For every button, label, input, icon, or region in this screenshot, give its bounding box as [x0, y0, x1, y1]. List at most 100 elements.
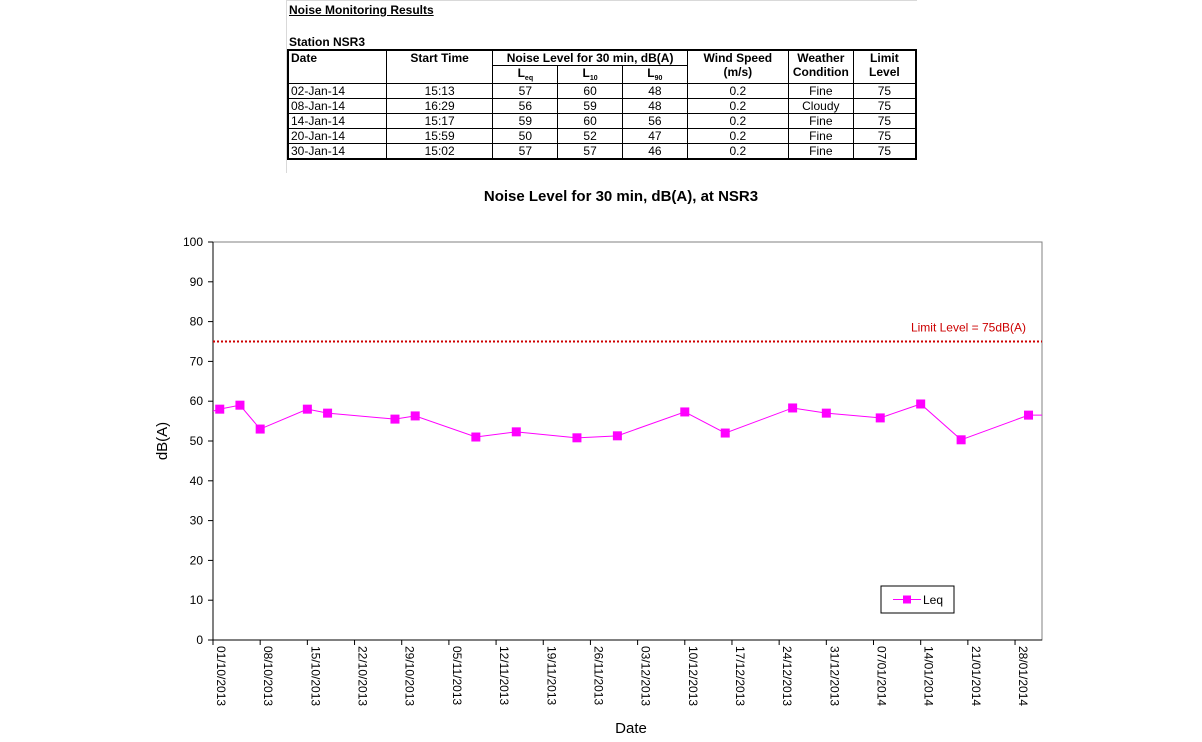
header-l90-sub: 90 [654, 75, 663, 82]
data-point [821, 408, 831, 418]
y-tick-label: 80 [190, 315, 204, 329]
cell-l90: 56 [621, 113, 688, 129]
y-tick-label: 30 [190, 514, 204, 528]
x-tick-label: 29/10/2013 [403, 646, 417, 706]
header-l10-sub: 10 [589, 75, 598, 82]
cell-wind: 0.2 [686, 83, 789, 99]
data-point [720, 428, 730, 438]
cell-l10: 60 [557, 83, 623, 99]
x-tick-label: 10/12/2013 [686, 646, 700, 706]
x-tick-label: 12/11/2013 [497, 646, 511, 705]
x-tick-label: 01/10/2013 [214, 646, 228, 706]
y-tick-label: 0 [196, 633, 203, 647]
x-tick-label: 17/12/2013 [733, 646, 747, 706]
legend-label: Leq [923, 593, 943, 607]
data-point [956, 435, 966, 445]
data-point [390, 414, 400, 424]
y-tick-label: 90 [190, 275, 204, 289]
y-tick-label: 40 [190, 474, 204, 488]
x-tick-label: 19/11/2013 [544, 646, 558, 705]
x-tick-label: 03/12/2013 [639, 646, 653, 706]
cell-limit: 75 [852, 143, 917, 160]
header-limit: Limit Level [852, 49, 917, 84]
cell-l90: 47 [621, 128, 688, 144]
y-axis-title: dB(A) [154, 422, 171, 460]
cell-wind: 0.2 [686, 113, 789, 129]
cell-leq: 57 [492, 143, 559, 160]
header-wind-speed-label: Wind Speed [703, 51, 773, 65]
cell-limit: 75 [852, 83, 917, 99]
x-tick-label: 26/11/2013 [591, 646, 605, 705]
cell-weather: Cloudy [787, 98, 854, 114]
results-table: Date Start Time Noise Level for 30 min, … [287, 49, 917, 160]
x-tick-label: 14/01/2014 [922, 646, 936, 706]
header-weather-label2: Condition [792, 65, 849, 79]
x-tick-label: 24/12/2013 [780, 646, 794, 706]
station-label: Station NSR3 [289, 35, 366, 49]
y-tick-label: 70 [190, 354, 204, 368]
data-point [680, 407, 690, 417]
cell-limit: 75 [852, 128, 917, 144]
table-row: 30-Jan-14 15:02 57 57 46 0.2 Fine 75 [287, 143, 917, 160]
header-leq-label: L [517, 66, 525, 80]
cell-time: 15:13 [385, 83, 494, 99]
y-tick-label: 50 [190, 434, 204, 448]
cell-date: 20-Jan-14 [287, 128, 387, 144]
header-weather-label: Weather [797, 51, 845, 65]
cell-wind: 0.2 [686, 143, 789, 160]
x-tick-label: 07/01/2014 [875, 646, 889, 706]
data-point [215, 404, 225, 414]
header-wind-speed-unit: (m/s) [723, 65, 753, 79]
cell-l10: 60 [557, 113, 623, 129]
cell-date: 30-Jan-14 [287, 143, 387, 160]
results-sheet: Noise Monitoring Results Station NSR3 Da… [286, 0, 917, 173]
data-point [323, 408, 333, 418]
limit-line-label: Limit Level = 75dB(A) [911, 321, 1026, 335]
y-tick-label: 60 [190, 394, 204, 408]
cell-weather: Fine [787, 113, 854, 129]
x-tick-label: 21/01/2014 [969, 646, 983, 706]
data-point [788, 403, 798, 413]
cell-date: 02-Jan-14 [287, 83, 387, 99]
x-tick-label: 08/10/2013 [261, 646, 275, 706]
data-point [410, 411, 420, 421]
table-row: 08-Jan-14 16:29 56 59 48 0.2 Cloudy 75 [287, 98, 917, 114]
data-point [255, 424, 265, 434]
plot-area [212, 241, 1043, 641]
header-l10-label: L [582, 66, 590, 80]
data-point [471, 432, 481, 442]
x-tick-label: 28/01/2014 [1016, 646, 1030, 706]
cell-wind: 0.2 [686, 128, 789, 144]
x-tick-label: 05/11/2013 [450, 646, 464, 705]
y-tick-label: 100 [183, 235, 203, 249]
cell-l10: 52 [557, 128, 623, 144]
sheet-title: Noise Monitoring Results [289, 3, 434, 17]
y-tick-label: 10 [190, 593, 204, 607]
x-axis-title: Date [615, 720, 647, 737]
data-point [235, 400, 245, 410]
cell-date: 08-Jan-14 [287, 98, 387, 114]
table-row: 02-Jan-14 15:13 57 60 48 0.2 Fine 75 [287, 83, 917, 99]
x-tick-label: 31/12/2013 [827, 646, 841, 706]
table-row: 20-Jan-14 15:59 50 52 47 0.2 Fine 75 [287, 128, 917, 144]
y-tick-label: 20 [190, 553, 204, 567]
data-point [875, 413, 885, 423]
x-tick-label: 22/10/2013 [356, 646, 370, 706]
x-tick-label: 15/10/2013 [308, 646, 322, 706]
cell-limit: 75 [852, 113, 917, 129]
data-point [511, 427, 521, 437]
data-point [916, 399, 926, 409]
header-l90-label: L [647, 66, 655, 80]
cell-l90: 48 [621, 83, 688, 99]
legend-marker [903, 595, 911, 604]
series-line-leq [212, 403, 1042, 441]
header-limit-label: Limit [870, 51, 899, 65]
cell-time: 15:02 [385, 143, 494, 160]
data-point [302, 404, 312, 414]
data-point [572, 433, 582, 443]
header-start-time: Start Time [385, 49, 494, 84]
data-point [612, 431, 622, 441]
data-point [1024, 410, 1034, 420]
header-leq-sub: eq [524, 75, 534, 82]
